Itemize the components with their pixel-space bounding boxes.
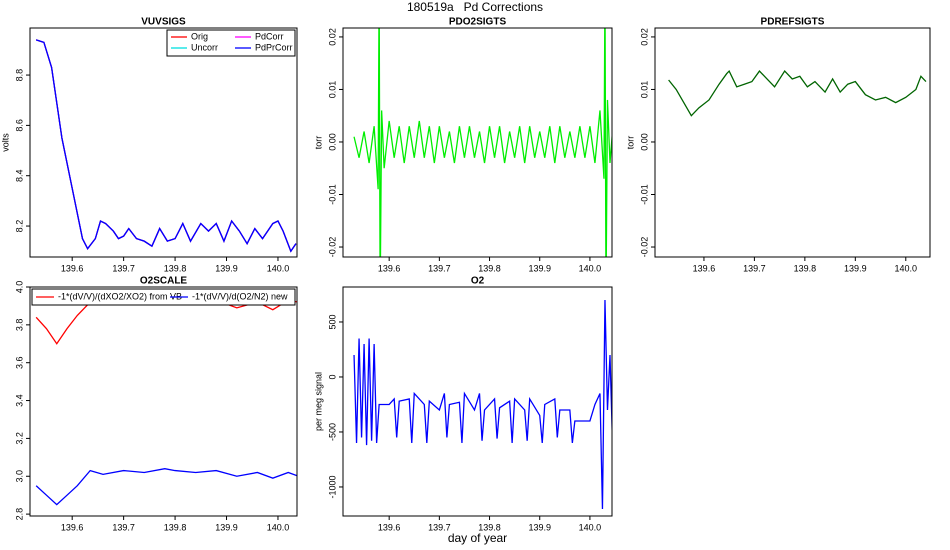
x-tick-label: 139.9 bbox=[215, 522, 238, 532]
plot-frame bbox=[342, 286, 613, 517]
x-tick-label: 139.9 bbox=[528, 263, 551, 273]
plot-frame bbox=[29, 286, 298, 517]
x-tick-label: 139.7 bbox=[112, 263, 135, 273]
y-axis-label: volts bbox=[0, 133, 10, 152]
y-tick-label: 0 bbox=[327, 374, 337, 379]
y-tick-label: 3.4 bbox=[14, 394, 24, 407]
y-tick-label: 0.01 bbox=[639, 81, 649, 99]
x-tick-label: 140.0 bbox=[267, 522, 290, 532]
x-tick-label: 139.9 bbox=[844, 263, 867, 273]
series-line bbox=[353, 299, 612, 509]
y-tick-label: 8.8 bbox=[14, 69, 24, 82]
x-tick-label: 139.6 bbox=[693, 263, 716, 273]
x-tick-label: 139.8 bbox=[164, 522, 187, 532]
panel-title: VUVSIGS bbox=[141, 17, 186, 28]
x-tick-label: 139.7 bbox=[428, 522, 451, 532]
y-tick-label: 0.01 bbox=[327, 81, 337, 99]
y-tick-label: -0.01 bbox=[639, 184, 649, 205]
x-tick-label: 139.7 bbox=[428, 263, 451, 273]
y-axis-label: torr bbox=[313, 136, 323, 150]
y-tick-label: 0.00 bbox=[327, 133, 337, 151]
y-tick-label: 3.6 bbox=[14, 356, 24, 369]
panel: O2SCALE 139.6 139.7 139.8 139.9 140.0 2.8 3.0 3.… bbox=[14, 276, 298, 532]
series-line bbox=[35, 39, 297, 253]
y-tick-label: -0.02 bbox=[327, 237, 337, 258]
panel: PDO2SIGTS torr 139.6 139.7 139.8 139.9 140.0 -0… bbox=[313, 17, 613, 273]
x-tick-label: 139.6 bbox=[378, 522, 401, 532]
panel-title: PDO2SIGTS bbox=[449, 17, 507, 28]
series-line bbox=[35, 39, 297, 253]
x-tick-label: 139.9 bbox=[215, 263, 238, 273]
x-tick-label: 139.7 bbox=[743, 263, 766, 273]
panel-title: O2SCALE bbox=[140, 276, 188, 287]
x-tick-label: 140.0 bbox=[579, 522, 602, 532]
x-tick-label: 139.6 bbox=[61, 263, 84, 273]
legend-label: Orig bbox=[191, 31, 208, 41]
x-tick-label: 139.7 bbox=[112, 522, 135, 532]
y-tick-label: 8.6 bbox=[14, 119, 24, 132]
y-tick-label: 3.8 bbox=[14, 319, 24, 332]
y-tick-label: 3.0 bbox=[14, 470, 24, 483]
panel-title: PDREFSIGTS bbox=[761, 17, 825, 28]
panel: O2 per meg signal day of year 139.6 139.7 139… bbox=[313, 276, 613, 545]
y-tick-label: -0.01 bbox=[327, 184, 337, 205]
y-tick-label: 8.2 bbox=[14, 220, 24, 233]
plot-frame bbox=[29, 27, 298, 258]
y-tick-label: -500 bbox=[327, 423, 337, 441]
x-tick-label: 139.6 bbox=[61, 522, 84, 532]
legend-label: PdCorr bbox=[255, 31, 284, 41]
legend-box bbox=[31, 288, 296, 306]
y-tick-label: -0.02 bbox=[639, 237, 649, 258]
x-tick-label: 140.0 bbox=[895, 263, 918, 273]
legend-box bbox=[166, 29, 296, 57]
series-line bbox=[35, 39, 297, 253]
legend-label: -1*(dV/V)/(dXO2/XO2) from VB bbox=[58, 291, 182, 301]
panel: VUVSIGS volts 139.6 139.7 139.8 139.9 140.0 8.2… bbox=[0, 17, 298, 273]
x-tick-label: 139.8 bbox=[478, 522, 501, 532]
series-line bbox=[668, 69, 927, 117]
x-tick-label: 140.0 bbox=[579, 263, 602, 273]
x-tick-label: 139.8 bbox=[794, 263, 817, 273]
series-line bbox=[35, 39, 297, 253]
y-tick-label: 8.4 bbox=[14, 169, 24, 182]
panel: PDREFSIGTS torr 139.6 139.7 139.8 139.9 140.0 -… bbox=[625, 17, 931, 273]
legend-label: -1*(dV/V)/d(O2/N2) new bbox=[192, 291, 288, 301]
y-axis-label: torr bbox=[625, 136, 635, 150]
legend-label: PdPrCorr bbox=[255, 42, 293, 52]
page-title: 180519a Pd Corrections bbox=[407, 0, 543, 14]
series-line bbox=[353, 28, 612, 257]
y-tick-label: 0.02 bbox=[639, 28, 649, 46]
y-tick-label: 2.8 bbox=[14, 508, 24, 521]
y-axis-label: per meg signal bbox=[313, 372, 323, 431]
y-tick-label: 3.2 bbox=[14, 432, 24, 445]
plot-frame bbox=[654, 27, 931, 258]
x-axis-label: day of year bbox=[448, 531, 507, 545]
y-tick-label: -1000 bbox=[327, 475, 337, 498]
y-tick-label: 0.00 bbox=[639, 133, 649, 151]
x-tick-label: 139.6 bbox=[378, 263, 401, 273]
plot-frame bbox=[342, 27, 613, 258]
x-tick-label: 139.8 bbox=[478, 263, 501, 273]
x-tick-label: 140.0 bbox=[267, 263, 290, 273]
x-tick-label: 139.8 bbox=[164, 263, 187, 273]
y-tick-label: 4.0 bbox=[14, 281, 24, 294]
legend-label: Uncorr bbox=[191, 42, 218, 52]
panel-title: O2 bbox=[471, 276, 485, 287]
y-tick-label: 0.02 bbox=[327, 28, 337, 46]
x-tick-label: 139.9 bbox=[528, 522, 551, 532]
series-line bbox=[35, 468, 297, 506]
y-tick-label: 500 bbox=[327, 314, 337, 329]
